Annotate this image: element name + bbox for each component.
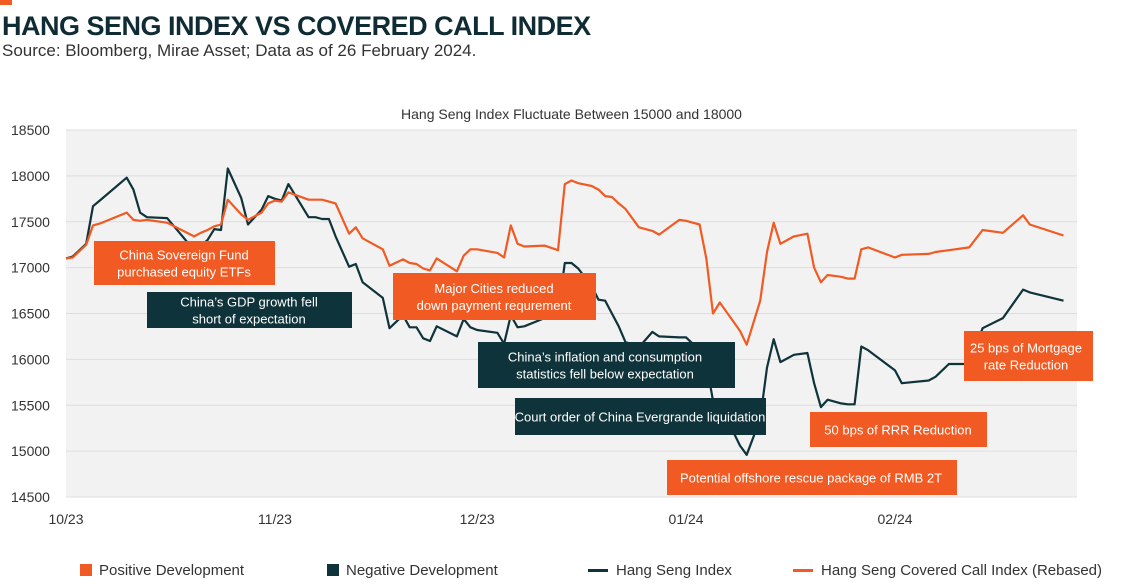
legend-item: Hang Seng Index xyxy=(588,560,732,580)
y-tick-label: 14500 xyxy=(11,489,50,505)
annotation-box xyxy=(964,331,1093,381)
annotation-box xyxy=(94,241,275,285)
annotation-label: short of expectation xyxy=(192,312,305,327)
legend-label: Hang Seng Index xyxy=(616,561,732,579)
annotation-box xyxy=(810,412,987,447)
covered-call-index-line xyxy=(65,179,1064,346)
page-subtitle: Source: Bloomberg, Mirae Asset; Data as … xyxy=(2,41,477,60)
annotation-label: China Sovereign Fund xyxy=(119,248,248,263)
y-tick-label: 16000 xyxy=(11,351,50,367)
hang-seng-index-line xyxy=(65,167,1064,456)
y-tick-label: 16500 xyxy=(11,306,50,322)
annotation-label: Potential offshore rescue package of RMB… xyxy=(680,471,942,486)
x-tick-label: 11/23 xyxy=(258,511,292,527)
y-tick-label: 17000 xyxy=(11,260,50,276)
annotation-label: China’s inflation and consumption xyxy=(508,350,702,365)
x-tick-label: 10/23 xyxy=(48,511,83,527)
annotation-label: down payment requrement xyxy=(417,298,572,313)
annotation-label: 50 bps of RRR Reduction xyxy=(824,423,971,438)
annotation-label: statistics fell below expectation xyxy=(516,367,694,382)
y-tick-label: 18000 xyxy=(11,168,50,184)
y-tick-label: 18500 xyxy=(11,122,50,138)
annotation-box xyxy=(147,292,352,328)
annotation-box xyxy=(393,273,596,320)
x-tick-label: 12/23 xyxy=(460,511,495,527)
legend-square-swatch xyxy=(80,564,92,576)
y-tick-label: 15500 xyxy=(11,397,50,413)
accent-bar xyxy=(0,0,12,5)
legend-label: Negative Development xyxy=(346,561,498,579)
y-tick-label: 17500 xyxy=(11,214,50,230)
chart-title: Hang Seng Index Fluctuate Between 15000 … xyxy=(401,106,742,122)
y-tick-label: 15000 xyxy=(11,443,50,459)
annotation-box xyxy=(478,342,735,388)
annotation-label: rate Reduction xyxy=(984,358,1069,373)
annotation-label: purchased equity ETFs xyxy=(117,265,251,280)
x-tick-label: 01/24 xyxy=(669,511,704,527)
annotation-label: China’s GDP growth fell xyxy=(180,295,318,310)
x-tick-label: 02/24 xyxy=(877,511,912,527)
legend-line-swatch xyxy=(793,568,813,572)
annotation-box xyxy=(515,398,766,435)
legend-label: Positive Development xyxy=(99,561,245,579)
annotation-label: Major Cities reduced xyxy=(434,281,553,296)
legend-item: Hang Seng Covered Call Index (Rebased) xyxy=(793,560,1102,580)
legend-line-swatch xyxy=(588,568,608,572)
legend-label: Hang Seng Covered Call Index (Rebased) xyxy=(821,561,1102,579)
annotation-box xyxy=(667,460,957,495)
legend-square-swatch xyxy=(327,564,339,576)
legend-item: Positive Development xyxy=(80,560,244,580)
annotation-label: Court order of China Evergrande liquidat… xyxy=(515,410,766,425)
legend-item: Negative Development xyxy=(327,560,498,580)
annotation-label: 25 bps of Mortgage xyxy=(970,341,1082,356)
page-title: HANG SENG INDEX VS COVERED CALL INDEX xyxy=(2,11,591,41)
